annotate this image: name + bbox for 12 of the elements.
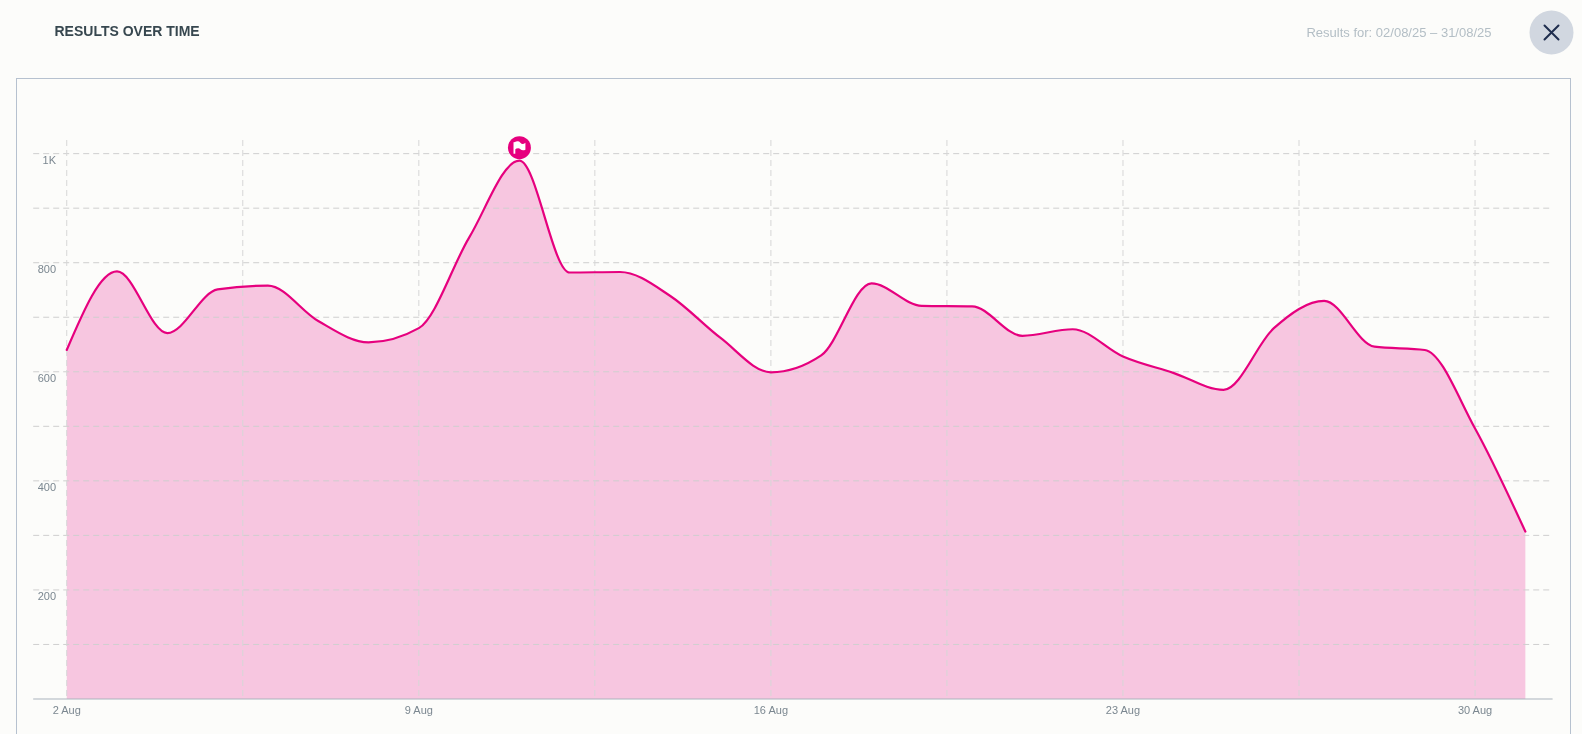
chart-subtitle: Results for: 02/08/25 – 31/08/25 bbox=[1306, 24, 1492, 40]
x-tick-label: 23 Aug bbox=[1105, 703, 1141, 716]
x-tick-label: 30 Aug bbox=[1457, 703, 1493, 716]
y-tick-label: 600 bbox=[37, 371, 56, 384]
x-tick-label: 9 Aug bbox=[404, 703, 433, 716]
y-tick-label: 200 bbox=[37, 589, 56, 602]
x-tick-label: 2 Aug bbox=[52, 703, 81, 716]
y-tick-label: 1K bbox=[42, 153, 57, 166]
x-tick-label: 16 Aug bbox=[753, 703, 789, 716]
y-tick-label: 400 bbox=[37, 480, 56, 493]
y-tick-label: 800 bbox=[37, 262, 56, 275]
chart-title: RESULTS OVER TIME bbox=[54, 22, 200, 39]
